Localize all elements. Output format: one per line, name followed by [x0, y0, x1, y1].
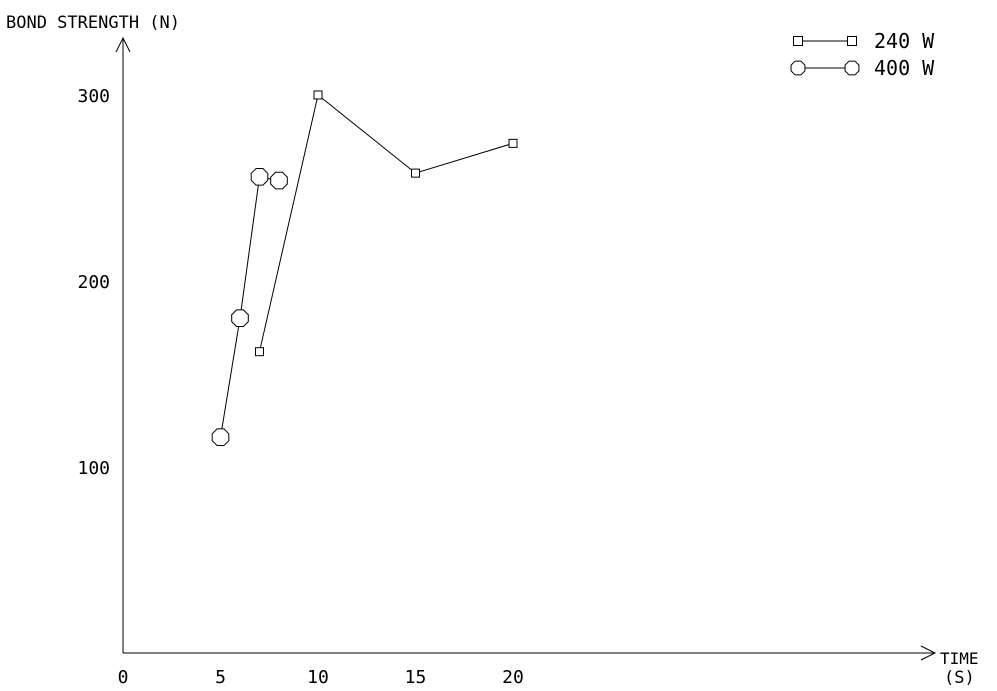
series-marker-octagon [790, 60, 806, 76]
series-marker-square [255, 347, 264, 357]
series-marker-square [313, 90, 323, 100]
legend-label: 240 W [874, 29, 935, 53]
legend-label: 400 W [874, 56, 935, 80]
series-marker-octagon [844, 60, 860, 76]
series-marker-octagon [231, 309, 249, 328]
legend: 240 W 400 W [790, 29, 935, 80]
x-axis-label-time: TIME [940, 649, 979, 668]
legend-entry: 240 W [793, 29, 935, 53]
x-tick-label: 0 [118, 667, 129, 688]
series-line [220, 176, 280, 438]
minor-ticks [123, 95, 513, 653]
x-axis-arrow [920, 645, 937, 661]
series-marker-octagon [211, 428, 230, 447]
legend-entry: 400 W [790, 56, 935, 80]
axes [115, 36, 937, 661]
x-tick-label: 5 [215, 667, 226, 688]
series-marker-square [847, 36, 857, 46]
series-marker-square [508, 138, 518, 148]
series-marker-octagon [270, 171, 288, 190]
y-tick-label: 300 [77, 86, 110, 107]
x-tick-label: 20 [502, 667, 524, 688]
x-tick-labels: 0 5 10 15 20 [118, 667, 524, 688]
series-group [255, 90, 518, 357]
y-axis-arrow [115, 36, 131, 53]
x-tick-label: 15 [405, 667, 427, 688]
x-axis-label-unit: (S) [944, 668, 975, 688]
series-marker-octagon [250, 168, 269, 186]
y-axis-label: BOND STRENGTH (N) [6, 13, 180, 33]
plot-series [211, 90, 518, 447]
y-tick-label: 100 [77, 458, 110, 479]
series-marker-square [411, 168, 420, 178]
y-tick-labels: 100 200 300 [77, 86, 110, 479]
y-tick-label: 200 [77, 272, 110, 293]
x-tick-label: 10 [307, 667, 329, 688]
series-group [211, 168, 288, 447]
series-marker-square [793, 36, 803, 46]
series-line [259, 94, 514, 352]
